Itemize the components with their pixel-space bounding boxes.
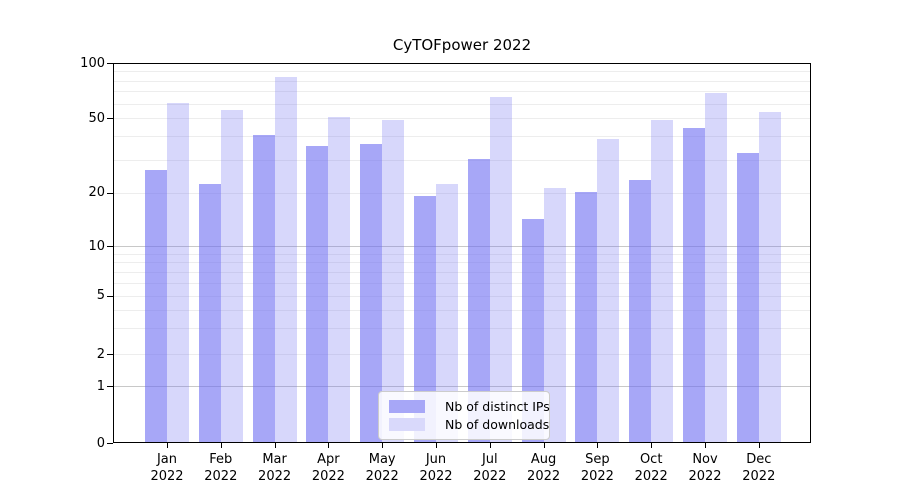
x-tick-label: Jan 2022 xyxy=(150,452,184,484)
x-tick-mark xyxy=(543,443,545,448)
x-tick-mark xyxy=(328,443,330,448)
bar-feb-nb-of-downloads xyxy=(220,109,243,442)
bar-jan-nb-of-downloads xyxy=(167,102,189,442)
bar-dec-nb-of-distinct-ips xyxy=(736,153,759,442)
x-tick-mark xyxy=(274,443,276,448)
bar-nov-nb-of-downloads xyxy=(705,92,727,442)
minor-gridline xyxy=(114,262,810,264)
bar-oct-nb-of-downloads xyxy=(651,120,674,442)
minor-gridline xyxy=(114,253,810,255)
x-tick-label: Feb 2022 xyxy=(204,452,238,484)
minor-gridline xyxy=(114,71,810,73)
minor-gridline xyxy=(114,159,810,161)
x-tick-label: Sep 2022 xyxy=(580,452,614,484)
y-tick-mark xyxy=(107,295,113,297)
bar-apr-nb-of-distinct-ips xyxy=(306,146,329,442)
legend-entry: Nb of downloads xyxy=(389,417,549,432)
minor-gridline xyxy=(114,354,810,356)
legend: Nb of distinct IPs Nb of downloads xyxy=(378,391,550,440)
bar-mar-nb-of-distinct-ips xyxy=(252,135,275,442)
y-tick-label: 0 xyxy=(96,435,105,451)
x-tick-mark xyxy=(758,443,760,448)
minor-gridline xyxy=(114,103,810,105)
bar-jul-nb-of-downloads xyxy=(489,97,512,442)
major-gridline xyxy=(114,386,810,387)
y-tick-mark xyxy=(107,386,113,387)
bar-may-nb-of-downloads xyxy=(382,120,405,442)
y-tick-label: 50 xyxy=(88,110,105,126)
minor-gridline xyxy=(114,80,810,82)
x-tick-label: Oct 2022 xyxy=(634,452,668,484)
minor-gridline xyxy=(114,118,810,120)
bar-may-nb-of-distinct-ips xyxy=(360,143,383,442)
legend-swatch-nb-of-downloads xyxy=(389,418,425,432)
minor-gridline xyxy=(114,282,810,284)
plot-area xyxy=(113,63,811,443)
bar-aug-nb-of-downloads xyxy=(543,187,566,442)
minor-gridline xyxy=(114,192,810,194)
y-tick-label: 1 xyxy=(96,378,105,394)
minor-gridline xyxy=(114,91,810,93)
x-tick-mark xyxy=(489,443,491,448)
legend-swatch-nb-of-distinct-ips xyxy=(389,399,425,413)
bar-nov-nb-of-distinct-ips xyxy=(683,127,705,442)
y-tick-mark xyxy=(107,354,113,356)
bar-jun-nb-of-distinct-ips xyxy=(414,195,436,442)
minor-gridline xyxy=(114,310,810,312)
y-tick-mark xyxy=(107,118,113,120)
minor-gridline xyxy=(114,295,810,297)
y-tick-label: 20 xyxy=(88,185,105,201)
x-tick-label: Apr 2022 xyxy=(311,452,345,484)
y-tick-label: 2 xyxy=(96,346,105,362)
x-tick-mark xyxy=(436,443,437,448)
minor-gridline xyxy=(114,271,810,273)
bar-jun-nb-of-downloads xyxy=(436,183,458,442)
major-gridline xyxy=(114,246,810,248)
y-tick-label: 100 xyxy=(80,55,105,71)
y-tick-label: 10 xyxy=(88,238,105,254)
bar-sep-nb-of-downloads xyxy=(597,139,620,442)
x-tick-mark xyxy=(597,443,599,448)
x-tick-mark xyxy=(382,443,384,448)
x-tick-label: Jul 2022 xyxy=(473,452,507,484)
legend-label: Nb of downloads xyxy=(445,417,550,433)
x-tick-mark xyxy=(220,443,222,448)
x-tick-label: Jun 2022 xyxy=(419,452,453,484)
bar-apr-nb-of-downloads xyxy=(328,117,351,442)
bar-jan-nb-of-distinct-ips xyxy=(145,170,167,442)
y-tick-mark xyxy=(107,443,113,444)
x-tick-label: Nov 2022 xyxy=(688,452,722,484)
y-tick-label: 5 xyxy=(96,288,105,304)
bar-aug-nb-of-distinct-ips xyxy=(521,219,544,442)
x-tick-label: Aug 2022 xyxy=(527,452,561,484)
legend-label: Nb of distinct IPs xyxy=(445,398,550,414)
bar-mar-nb-of-downloads xyxy=(274,76,297,442)
x-tick-label: May 2022 xyxy=(365,452,399,484)
bar-dec-nb-of-downloads xyxy=(758,112,781,442)
bar-jul-nb-of-distinct-ips xyxy=(467,158,490,442)
bar-feb-nb-of-distinct-ips xyxy=(198,183,221,442)
y-tick-mark xyxy=(107,63,113,64)
bar-oct-nb-of-distinct-ips xyxy=(629,180,652,442)
x-tick-mark xyxy=(651,443,653,448)
x-tick-label: Dec 2022 xyxy=(742,452,776,484)
legend-entry: Nb of distinct IPs xyxy=(389,399,550,414)
y-tick-mark xyxy=(107,192,113,194)
x-tick-label: Mar 2022 xyxy=(258,452,292,484)
minor-gridline xyxy=(114,328,810,330)
y-tick-mark xyxy=(107,246,113,248)
bar-sep-nb-of-distinct-ips xyxy=(575,191,598,442)
chart-title: CyTOFpower 2022 xyxy=(392,36,532,54)
x-tick-mark xyxy=(167,443,168,448)
x-tick-mark xyxy=(705,443,706,448)
minor-gridline xyxy=(114,136,810,138)
